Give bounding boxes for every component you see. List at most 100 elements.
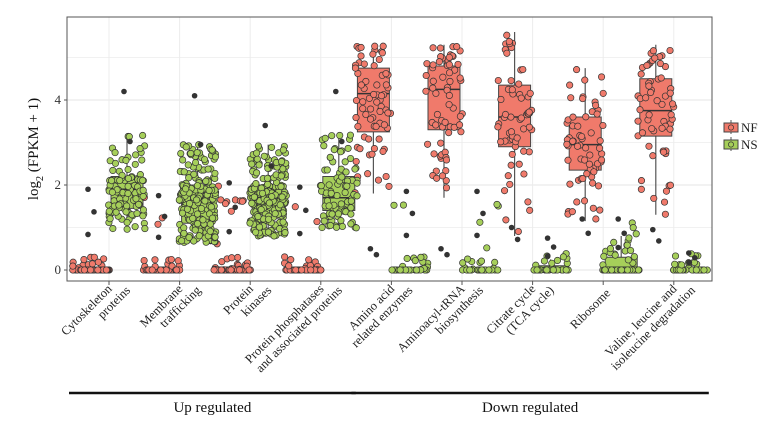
data-point [298, 266, 306, 274]
data-point [580, 197, 589, 205]
data-point [135, 200, 143, 208]
points-nf-3 [281, 184, 325, 274]
data-point [167, 255, 175, 264]
data-point [326, 153, 334, 161]
data-point [264, 228, 272, 236]
outlier-point [692, 254, 698, 261]
data-point [634, 117, 642, 125]
data-point [520, 147, 528, 155]
data-point [253, 169, 261, 177]
data-point [108, 188, 116, 196]
data-point [567, 94, 575, 102]
data-point [582, 113, 590, 121]
data-point [141, 225, 149, 233]
data-point [334, 210, 343, 218]
data-point [441, 118, 449, 126]
data-point [187, 149, 195, 157]
data-point [193, 182, 201, 190]
data-point [517, 114, 525, 122]
data-point [399, 201, 408, 209]
points-ns-7 [599, 216, 643, 274]
data-point [649, 47, 657, 55]
data-point [637, 70, 645, 78]
data-point [373, 81, 381, 89]
group-brackets: Up regulated Down regulated [69, 391, 709, 416]
outlier-point [686, 250, 692, 256]
data-point [351, 64, 359, 72]
data-point [587, 129, 595, 137]
data-point [270, 232, 278, 240]
outlier-point [373, 251, 380, 258]
data-point [596, 206, 604, 214]
data-point [494, 266, 502, 274]
data-point [503, 31, 511, 39]
data-point [285, 262, 293, 270]
data-point [446, 77, 454, 85]
data-point [456, 74, 464, 82]
data-point [206, 220, 214, 228]
outlier-point [514, 236, 521, 243]
data-point [374, 176, 383, 184]
data-point [354, 122, 362, 131]
data-point [627, 246, 635, 255]
data-point [658, 124, 666, 132]
data-point [277, 158, 286, 166]
data-point [140, 256, 148, 265]
outlier-point [615, 216, 621, 222]
data-point [429, 84, 437, 92]
outlier-point [161, 213, 168, 220]
data-point [508, 86, 516, 94]
data-point [667, 111, 675, 119]
data-point [485, 266, 493, 274]
data-point [411, 257, 419, 265]
outlier-point [480, 210, 486, 217]
data-point [199, 216, 207, 224]
data-point [464, 255, 472, 263]
points-nf-4 [351, 42, 395, 258]
data-point [189, 214, 197, 222]
data-point [445, 69, 454, 77]
outlier-point [232, 204, 238, 211]
data-point [493, 200, 501, 208]
data-point [370, 62, 378, 70]
x-tick-label: Ribosome [567, 286, 613, 332]
data-point [131, 223, 139, 231]
data-point [598, 73, 606, 81]
data-point [325, 181, 333, 189]
data-point [596, 144, 604, 152]
data-point [197, 204, 205, 213]
data-point [517, 94, 525, 102]
data-point [264, 180, 272, 188]
data-point [211, 169, 219, 177]
x-tick-label: Cytoskeletonproteins [58, 273, 133, 348]
data-point [563, 140, 571, 148]
y-axis-title: log2 (FPKM + 1) [26, 98, 46, 200]
data-point [456, 112, 464, 120]
data-point [593, 110, 601, 118]
data-point [139, 206, 147, 214]
data-point [653, 97, 661, 105]
data-point [678, 261, 686, 269]
data-point [562, 266, 570, 274]
data-point [382, 70, 390, 78]
data-point [589, 179, 597, 187]
data-point [596, 137, 604, 145]
data-point [90, 253, 98, 261]
data-point [191, 226, 199, 234]
data-point [403, 254, 411, 263]
points-ns-4 [388, 188, 432, 274]
data-point [497, 138, 505, 146]
data-point [109, 224, 117, 233]
data-point [610, 238, 618, 246]
data-point [359, 98, 367, 106]
data-point [343, 182, 351, 190]
data-point [281, 229, 289, 237]
data-point [592, 101, 600, 109]
data-point [638, 129, 647, 137]
data-point [346, 154, 355, 163]
data-point [122, 208, 130, 216]
data-point [372, 122, 380, 131]
y-tick-label: 2 [55, 177, 62, 192]
y-axis: 0 2 4 [55, 92, 67, 277]
outlier-point [121, 88, 127, 95]
